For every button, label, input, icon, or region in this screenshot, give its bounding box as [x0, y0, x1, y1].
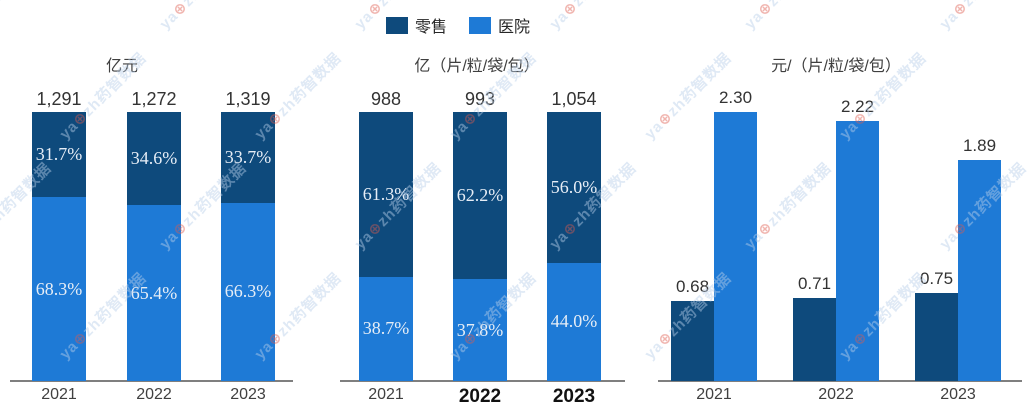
- retail-percent-label: 34.6%: [130, 148, 178, 169]
- retail-percent-label: 33.7%: [224, 146, 272, 167]
- hospital-percent-label: 44.0%: [550, 311, 598, 332]
- hospital-value-label: 2.30: [718, 88, 753, 107]
- year-label: 2022: [136, 386, 172, 403]
- year-label: 2023: [940, 386, 976, 403]
- revenue-panel-title: 亿元: [105, 58, 138, 75]
- bar-segment-retail: 34.6%: [127, 112, 181, 206]
- year-label: 2021: [368, 386, 404, 403]
- retail-bar: [671, 301, 714, 381]
- year-label: 2021: [41, 386, 77, 403]
- hospital-percent-label: 66.3%: [224, 281, 272, 302]
- year-label: 2021: [696, 386, 732, 403]
- retail-value-label: 0.68: [675, 277, 710, 297]
- stacked-bar: 56.0% 44.0%: [547, 112, 601, 381]
- bar-segment-retail: 62.2%: [453, 112, 507, 280]
- bar-segment-hospital: 38.7%: [359, 276, 413, 381]
- bar-segment-retail: 33.7%: [221, 112, 275, 203]
- bar-segment-hospital: 68.3%: [32, 197, 86, 381]
- bar-total-label: 1,054: [551, 89, 597, 109]
- legend-item-hospital: 医院: [469, 13, 530, 37]
- chart-legend: 零售 医院: [386, 13, 530, 37]
- year-label: 2022: [818, 386, 854, 403]
- price-panel-title: 元/（片/粒/袋/包）: [771, 58, 901, 75]
- stacked-bar: 34.6% 65.4%: [127, 112, 181, 381]
- stacked-bar: 33.7% 66.3%: [221, 112, 275, 381]
- hospital-bar: [836, 121, 879, 381]
- bar-total-label: 1,272: [131, 89, 177, 109]
- x-axis-line: [10, 380, 293, 382]
- retail-value-label: 0.75: [919, 269, 954, 289]
- hospital-value-label: 1.89: [962, 135, 997, 155]
- bar-total-label: 993: [464, 89, 496, 109]
- bar-segment-retail: 31.7%: [32, 112, 86, 198]
- bar-segment-retail: 56.0%: [547, 112, 601, 263]
- stacked-bar: 61.3% 38.7%: [359, 112, 413, 381]
- year-label: 2023: [230, 386, 266, 403]
- retail-percent-label: 31.7%: [35, 144, 83, 165]
- bar-segment-hospital: 66.3%: [221, 202, 275, 381]
- year-label: 2022: [458, 386, 502, 407]
- bar-total-label: 1,291: [36, 89, 82, 109]
- hospital-value-label: 2.22: [840, 97, 875, 117]
- legend-label-retail: 零售: [415, 19, 448, 36]
- legend-label-hospital: 医院: [498, 19, 531, 36]
- hospital-percent-label: 65.4%: [130, 282, 178, 303]
- stacked-bar: 62.2% 37.8%: [453, 112, 507, 381]
- hospital-percent-label: 68.3%: [35, 278, 83, 299]
- x-axis-line: [340, 380, 625, 382]
- hospital-bar: [958, 159, 1001, 381]
- bar-segment-hospital: 44.0%: [547, 262, 601, 381]
- volume-panel-title: 亿（片/粒/袋/包）: [414, 58, 540, 75]
- retail-percent-label: 61.3%: [362, 183, 410, 204]
- retail-percent-label: 56.0%: [550, 176, 598, 197]
- x-axis-line: [658, 380, 1022, 382]
- retail-bar: [793, 297, 836, 381]
- hospital-percent-label: 38.7%: [362, 318, 410, 339]
- retail-value-label: 0.71: [797, 273, 832, 293]
- bar-total-label: 1,319: [225, 89, 271, 109]
- retail-percent-label: 62.2%: [456, 185, 504, 206]
- year-label: 2023: [552, 386, 596, 407]
- hospital-color-swatch: [469, 16, 492, 34]
- bar-segment-retail: 61.3%: [359, 112, 413, 277]
- bar-segment-hospital: 65.4%: [127, 205, 181, 381]
- hospital-percent-label: 37.8%: [456, 319, 504, 340]
- stacked-bar: 31.7% 68.3%: [32, 112, 86, 381]
- retail-bar: [915, 293, 958, 381]
- bar-total-label: 988: [370, 89, 402, 109]
- bar-segment-hospital: 37.8%: [453, 279, 507, 381]
- hospital-bar: [714, 112, 757, 381]
- retail-color-swatch: [386, 16, 408, 34]
- legend-item-retail: 零售: [386, 13, 447, 37]
